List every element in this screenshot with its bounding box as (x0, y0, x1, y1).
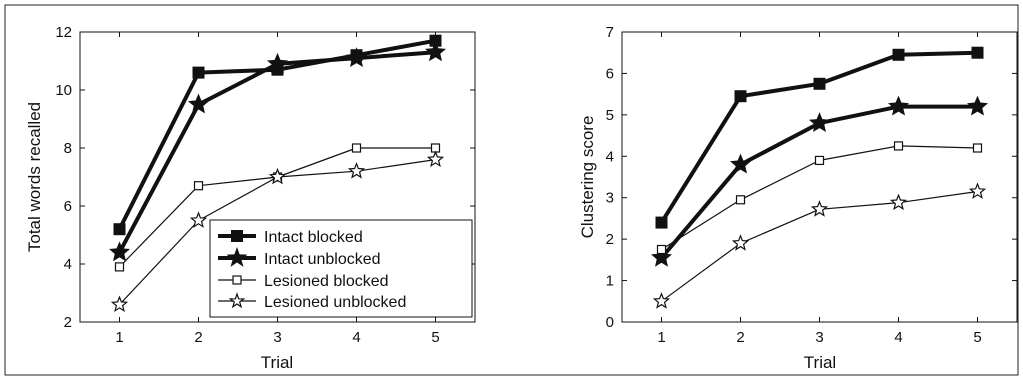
plot-area-right (621, 31, 1018, 323)
y-tick-label: 6 (606, 65, 614, 82)
data-point (731, 234, 750, 251)
data-point (426, 150, 445, 168)
x-tick-label: 5 (431, 329, 439, 346)
data-point (810, 200, 829, 217)
data-point (967, 95, 988, 116)
legend-label: Lesioned blocked (264, 273, 389, 290)
x-axis-title-right: Trial (804, 353, 836, 372)
square-filled-marker-icon (231, 230, 243, 242)
data-point (971, 46, 984, 59)
legend-label: Lesioned unblocked (264, 294, 406, 311)
series-layer-right (651, 46, 988, 309)
data-point (652, 292, 671, 309)
data-point (651, 246, 672, 267)
y-tick-label: 4 (606, 148, 614, 165)
legend-item-intact-blocked: Intact blocked (218, 229, 363, 246)
data-point (110, 295, 129, 313)
data-point (814, 155, 825, 166)
y-tick-label: 8 (64, 140, 72, 157)
star-open-marker-icon (228, 292, 246, 309)
data-point (189, 211, 208, 228)
y-tick-label: 10 (55, 82, 72, 99)
data-point (267, 52, 288, 73)
x-tick-label: 2 (194, 329, 202, 346)
legend-label: Intact unblocked (264, 251, 381, 268)
y-axis-title-left: Total words recalled (25, 102, 44, 252)
data-point (113, 223, 126, 236)
star-filled-marker-icon (226, 247, 248, 267)
data-point (271, 63, 284, 76)
data-point (346, 47, 367, 67)
x-tick-label: 4 (894, 329, 902, 346)
data-point (188, 93, 209, 114)
x-axis-title-left: Trial (261, 353, 293, 372)
y-axis-title-right: Clustering score (578, 116, 597, 239)
data-point (109, 241, 130, 262)
figure-frame (4, 4, 1019, 376)
data-point (114, 262, 125, 272)
data-point (347, 162, 366, 179)
x-tick-label: 5 (973, 329, 981, 346)
data-point (889, 193, 908, 211)
chart-clustering-score: 1 2 3 4 5 0 1 2 3 4 5 6 7 Clustering score Trial (578, 24, 1018, 372)
series-line-2 (659, 104, 978, 260)
data-point (730, 153, 751, 174)
x-tick-label: 2 (736, 329, 744, 346)
x-tick-label: 3 (273, 329, 281, 346)
y-tick-label: 0 (606, 314, 614, 331)
series-layer-left (109, 34, 446, 313)
data-point (888, 95, 909, 116)
y-tick-label: 5 (606, 107, 614, 124)
data-point (268, 167, 287, 185)
data-point (429, 34, 442, 47)
x-tick-label: 4 (352, 329, 360, 346)
legend-item-intact-unblocked: Intact unblocked (218, 247, 381, 268)
y-tick-label: 7 (606, 24, 614, 41)
legend-item-lesioned-unblocked: Lesioned unblocked (218, 292, 406, 311)
y-tick-label: 3 (606, 190, 614, 207)
data-point (893, 141, 904, 151)
data-point (968, 182, 987, 199)
legend-item-lesioned-blocked: Lesioned blocked (218, 273, 389, 290)
y-tick-label: 2 (606, 231, 614, 248)
data-point (656, 244, 667, 255)
square-open-marker-icon (232, 275, 242, 285)
axis-ticks-right: 1 2 3 4 5 0 1 2 3 4 5 6 7 (606, 24, 1017, 346)
data-point (809, 112, 830, 132)
data-point (425, 41, 446, 62)
data-point (351, 143, 362, 153)
x-tick-label: 1 (657, 329, 665, 346)
data-point (734, 90, 747, 103)
data-point (192, 66, 205, 79)
legend: Intact blocked Intact unblocked Lesioned… (209, 219, 473, 318)
y-tick-label: 12 (55, 24, 72, 41)
x-tick-label: 1 (115, 329, 123, 346)
y-tick-label: 1 (606, 273, 614, 290)
x-tick-label: 3 (815, 329, 823, 346)
data-point (892, 48, 905, 61)
data-point (735, 195, 746, 205)
data-point (972, 143, 983, 153)
y-tick-label: 2 (64, 314, 72, 331)
data-point (655, 216, 668, 229)
y-tick-label: 6 (64, 198, 72, 215)
legend-label: Intact blocked (264, 229, 363, 246)
data-point (193, 181, 204, 191)
y-tick-label: 4 (64, 256, 72, 273)
data-point (813, 77, 826, 90)
